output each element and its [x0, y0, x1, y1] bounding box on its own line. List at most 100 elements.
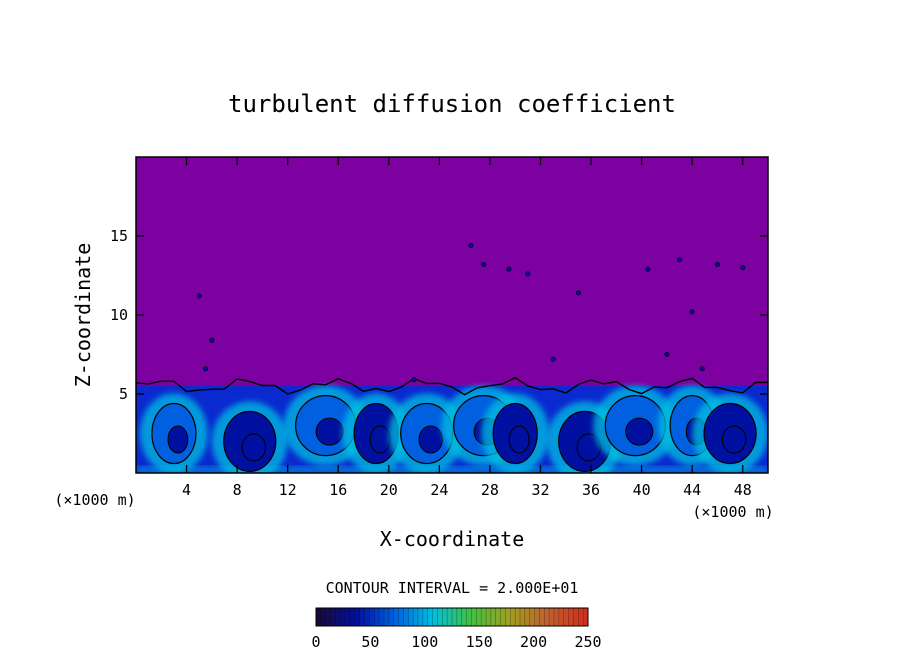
- eddy-layer: [136, 376, 768, 473]
- colorbar-segment: [384, 608, 390, 626]
- colorbar-segment: [379, 608, 385, 626]
- colorbar-segment: [359, 608, 365, 626]
- colorbar-segment: [578, 608, 584, 626]
- eddy-inner: [508, 425, 530, 454]
- colorbar-segment: [427, 608, 433, 626]
- x-axis-ticks: 4 8 12 16 20 24 28 32 36 40 44 48: [182, 157, 752, 499]
- eddy-inner: [625, 417, 654, 446]
- colorbar-segment: [447, 608, 453, 626]
- speckle: [645, 266, 651, 272]
- colorbar-segment: [524, 608, 531, 626]
- colorbar-segment: [481, 608, 487, 626]
- colorbar-segment: [330, 608, 336, 626]
- contour-interval-label: CONTOUR INTERVAL = 2.000E+01: [326, 579, 579, 597]
- colorbar-segment: [466, 608, 472, 626]
- colorbar-segment: [335, 608, 341, 626]
- x-tick-label: 16: [329, 481, 347, 499]
- x-tick-label: 40: [633, 481, 651, 499]
- x-tick-label: 44: [683, 481, 701, 499]
- speckle: [714, 261, 720, 267]
- colorbar-segment: [418, 608, 424, 626]
- colorbar-tick-label: 0: [311, 633, 320, 651]
- colorbar: [315, 607, 589, 627]
- x-tick-label: 48: [734, 481, 752, 499]
- speckle: [196, 293, 202, 299]
- eddy-inner: [167, 425, 189, 454]
- speckle: [664, 351, 670, 357]
- speckle: [481, 261, 487, 267]
- colorbar-frame: [315, 607, 589, 627]
- colorbar-segment: [345, 608, 351, 626]
- x-tick-label: 4: [182, 481, 191, 499]
- colorbar-segment: [544, 608, 550, 626]
- colorbar-segment: [486, 608, 492, 626]
- eddy-inner: [315, 417, 344, 446]
- colorbar-segment: [461, 608, 467, 626]
- colorbar-tick-labels: 0 50 100 150 200 250: [311, 633, 601, 651]
- eddy-inner: [241, 433, 266, 462]
- speckle: [468, 242, 474, 248]
- speckle: [699, 366, 705, 372]
- colorbar-segment: [549, 608, 555, 626]
- colorbar-segment: [398, 608, 404, 626]
- x-tick-label: 8: [233, 481, 242, 499]
- speckle: [209, 337, 215, 343]
- colorbar-segment: [510, 608, 516, 626]
- colorbar-tick-label: 250: [574, 633, 601, 651]
- colorbar-segment: [422, 608, 429, 626]
- speckle: [411, 377, 417, 383]
- colorbar-segment: [364, 608, 370, 626]
- colorbar-segment: [568, 608, 574, 626]
- colorbar-segment: [452, 608, 458, 626]
- eddy-inner: [418, 425, 443, 454]
- colorbar-segment: [500, 608, 506, 626]
- colorbar-tick-label: 150: [466, 633, 493, 651]
- eddy-inner: [721, 425, 747, 454]
- speckle: [203, 366, 209, 372]
- colorbar-segment: [350, 608, 356, 626]
- colorbar-segment: [388, 608, 395, 626]
- x-tick-label: 36: [582, 481, 600, 499]
- colorbar-segment: [554, 608, 560, 626]
- colorbar-segment: [558, 608, 565, 626]
- chart-title: turbulent diffusion coefficient: [228, 90, 676, 118]
- x-tick-label: 12: [279, 481, 297, 499]
- colorbar-segment: [432, 608, 438, 626]
- colorbar-segment: [573, 608, 579, 626]
- colorbar-segment: [505, 608, 511, 626]
- x-right-unit-label: (×1000 m): [692, 503, 773, 521]
- colorbar-segment: [490, 608, 497, 626]
- x-left-unit-label: (×1000 m): [54, 491, 135, 509]
- y-axis-ticks: 5 10 15: [110, 227, 768, 403]
- colorbar-segment: [563, 608, 569, 626]
- colorbar-segment: [374, 608, 380, 626]
- colorbar-segment: [520, 608, 526, 626]
- x-tick-label: 32: [531, 481, 549, 499]
- eddy-inner: [369, 425, 391, 454]
- speckle: [689, 309, 695, 315]
- colorbar-segment: [456, 608, 463, 626]
- speckle: [525, 271, 531, 277]
- y-tick-label: 5: [119, 385, 128, 403]
- colorbar-segment: [340, 608, 346, 626]
- x-axis-label: X-coordinate: [380, 527, 525, 551]
- mixed-layer-top-contour: [136, 376, 768, 396]
- colorbar-tick-label: 200: [520, 633, 547, 651]
- colorbar-segment: [476, 608, 482, 626]
- colorbar-segment: [413, 608, 419, 626]
- upper-speckles: [196, 242, 746, 383]
- colorbar-segment: [325, 608, 331, 626]
- plot-area: [136, 157, 768, 473]
- x-tick-label: 24: [430, 481, 448, 499]
- colorbar-segment: [471, 608, 477, 626]
- y-tick-label: 15: [110, 227, 128, 245]
- colorbar-segment: [495, 608, 501, 626]
- colorbar-tick-label: 100: [411, 633, 438, 651]
- colorbar-segment: [316, 608, 322, 626]
- speckle: [740, 265, 746, 271]
- speckle: [677, 257, 683, 263]
- x-tick-label: 28: [481, 481, 499, 499]
- speckle: [575, 290, 581, 296]
- colorbar-segment: [515, 608, 521, 626]
